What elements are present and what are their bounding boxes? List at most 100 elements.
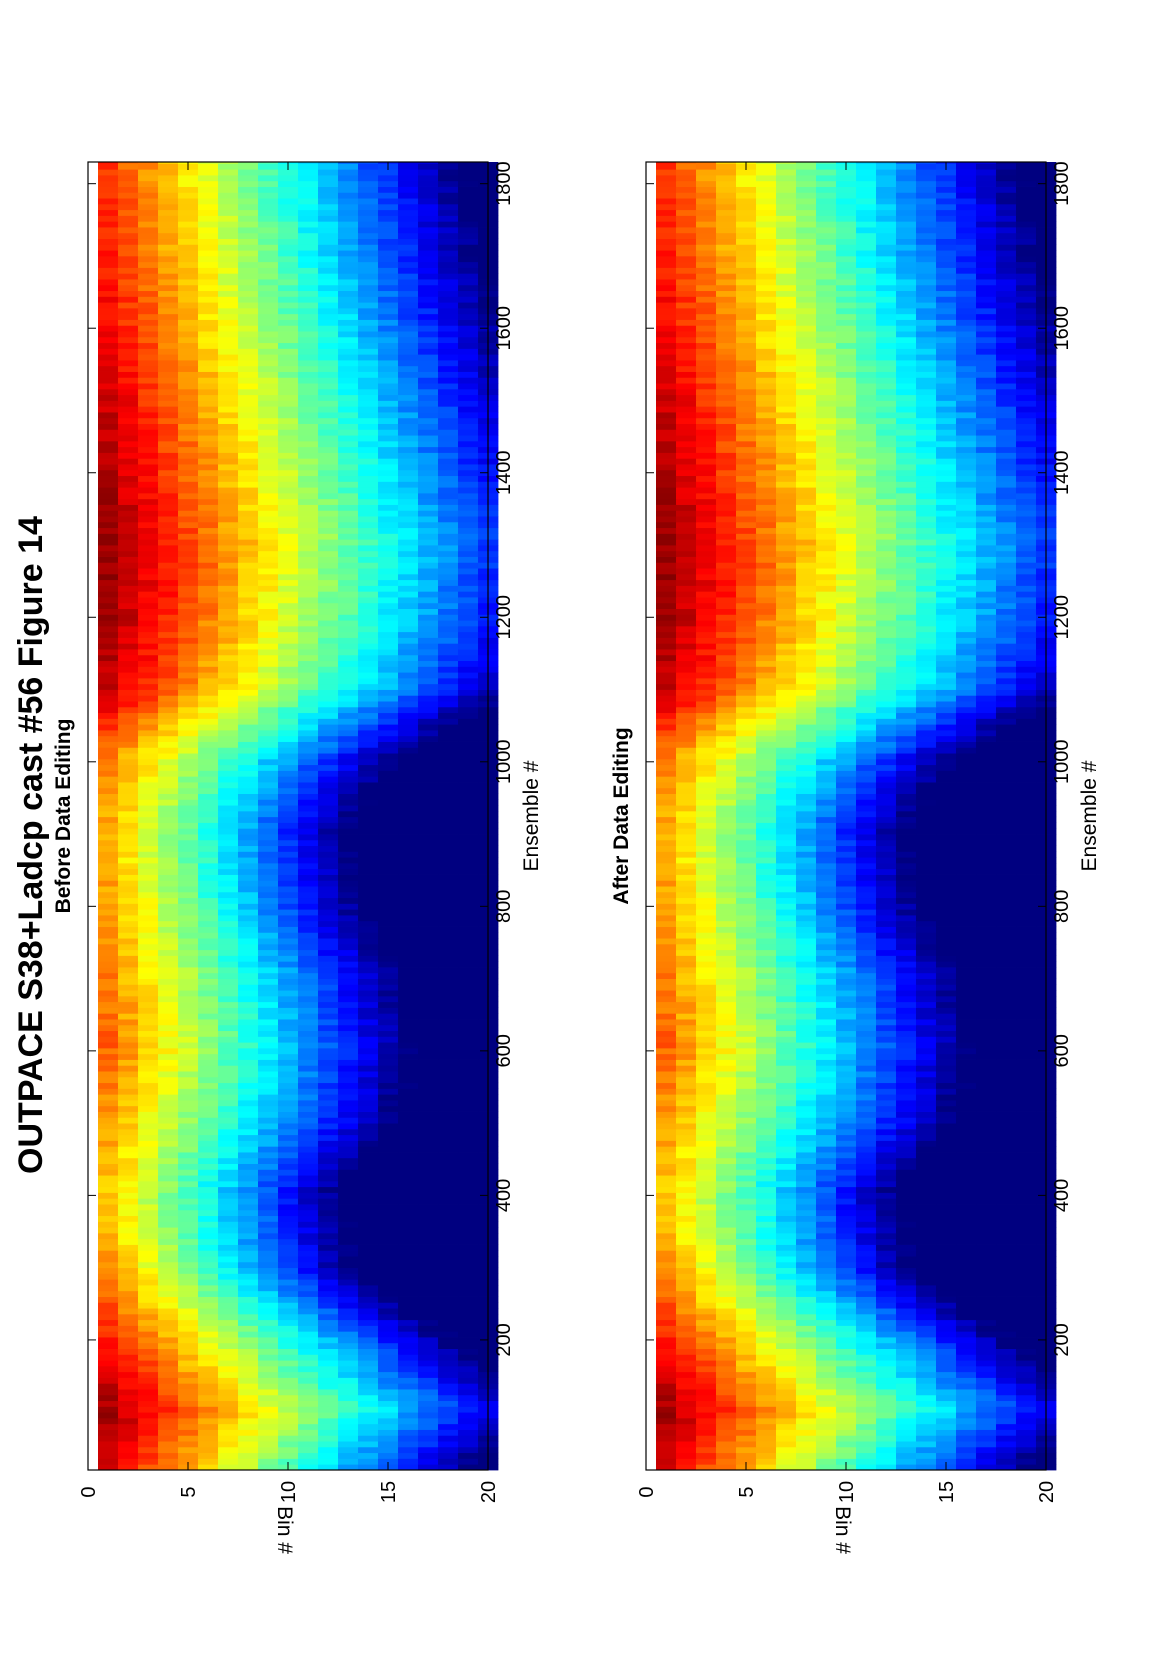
heatmap-cell [458,868,479,875]
heatmap-cell [278,579,299,586]
heatmap-cell [178,1250,199,1257]
heatmap-cell [298,296,319,303]
heatmap-cell [98,1360,119,1367]
heatmap-cell [378,1429,399,1436]
heatmap-cell [198,348,219,355]
heatmap-cell [258,452,279,459]
heatmap-cell [318,203,339,211]
heatmap-cell [956,1452,977,1459]
heatmap-cell [418,412,439,419]
heatmap-cell [118,1152,139,1159]
heatmap-cell [358,955,379,962]
heatmap-cell [458,1146,479,1153]
heatmap-cell [338,1389,359,1396]
heatmap-cell [218,1036,239,1043]
heatmap-cell [438,677,459,685]
heatmap-cell [298,533,319,540]
heatmap-cell [438,510,459,517]
heatmap-cell [378,967,399,974]
heatmap-cell [218,903,239,910]
heatmap-cell [418,747,439,754]
heatmap-cell [98,342,119,349]
heatmap-cell [378,250,399,257]
heatmap-cell [278,446,299,453]
heatmap-cell [458,955,479,962]
heatmap-cell [418,683,439,690]
heatmap-cell [418,822,439,829]
heatmap-cell [398,1146,419,1153]
heatmap-cell [198,1152,219,1159]
heatmap-cell [378,614,399,621]
heatmap-cell [338,1047,359,1055]
heatmap-cell [198,163,219,170]
heatmap-cell [158,712,179,719]
heatmap-cell [198,845,219,852]
heatmap-cell [398,556,419,563]
heatmap-cell [118,215,139,222]
heatmap-cell [298,568,319,575]
heatmap-cell [238,654,259,662]
heatmap-cell [1016,1365,1037,1373]
heatmap-cell [238,1250,259,1257]
heatmap-cell [696,1377,717,1384]
heatmap-cell [816,1389,837,1396]
heatmap-cell [118,273,139,280]
heatmap-cell [178,805,199,812]
heatmap-cell [158,857,179,864]
heatmap-cell [238,209,259,216]
heatmap-cell [258,1180,279,1188]
heatmap-cell [198,1389,219,1396]
heatmap-cell [458,822,479,829]
heatmap-cell [98,452,119,459]
heatmap-cell [318,660,339,667]
heatmap-cell [178,1065,199,1072]
heatmap-cell [138,573,159,581]
heatmap-cell [338,1180,359,1188]
heatmap-cell [916,1371,937,1378]
heatmap-cell [378,417,399,424]
heatmap-cell [218,290,239,297]
heatmap-cell [158,995,179,1003]
heatmap-cell [378,1030,399,1037]
heatmap-cell [218,464,239,471]
heatmap-cell [178,677,199,685]
heatmap-cell [138,1001,159,1008]
heatmap-cell [278,1250,299,1257]
heatmap-cell [218,978,239,985]
heatmap-cell [338,325,359,332]
heatmap-cell [118,1180,139,1188]
heatmap-cell [438,227,459,234]
heatmap-cell [318,1065,339,1072]
heatmap-cell [138,972,159,979]
heatmap-cell [238,1285,259,1292]
heatmap-cell [318,284,339,292]
heatmap-cell [378,1146,399,1153]
heatmap-cell [98,597,119,604]
heatmap-cell [438,880,459,887]
heatmap-cell [278,325,299,332]
heatmap-cell [158,1175,179,1182]
heatmap-cell [218,417,239,424]
heatmap-cell [98,348,119,355]
heatmap-cell [198,186,219,193]
heatmap-cell [158,886,179,893]
heatmap-cell [696,1458,717,1465]
heatmap-cell [876,1412,897,1419]
heatmap-cell [358,1377,379,1384]
heatmap-cell [378,834,399,841]
heatmap-cell [378,186,399,193]
heatmap-cell [338,487,359,494]
heatmap-cell [98,203,119,211]
heatmap-cell [338,1290,359,1297]
heatmap-cell [218,614,239,621]
heatmap-cell [298,1042,319,1049]
heatmap-cell [458,1175,479,1182]
heatmap-cell [338,1250,359,1257]
heatmap-cell [298,1221,319,1228]
heatmap-cell [298,1429,319,1436]
heatmap-cell [238,770,259,777]
heatmap-cell [178,458,199,465]
heatmap-cell [696,1435,717,1442]
heatmap-cell [398,1157,419,1164]
heatmap-cell [796,1406,817,1413]
